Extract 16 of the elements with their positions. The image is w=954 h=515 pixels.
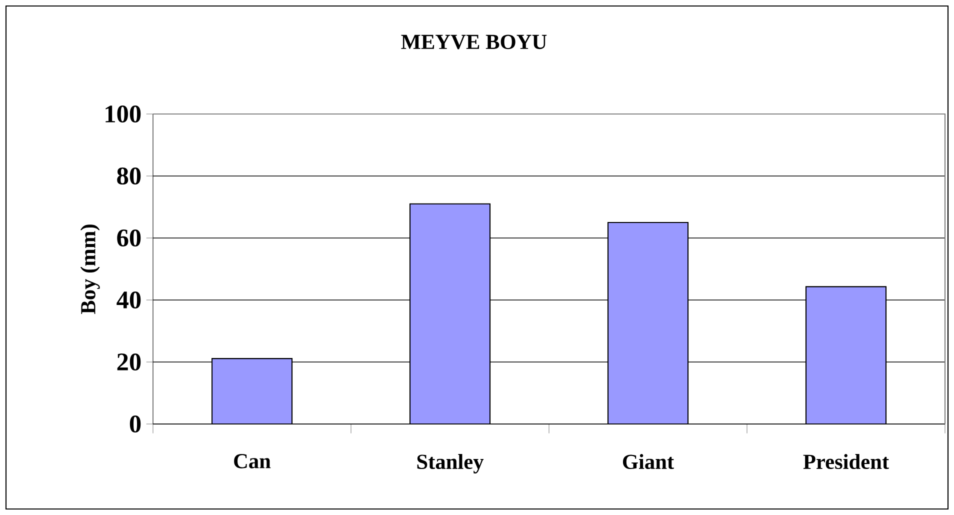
y-tick-label: 20 [117, 353, 141, 371]
x-tick-label: Giant [622, 454, 674, 470]
x-tick-label: Stanley [417, 454, 484, 474]
bar [211, 358, 293, 424]
x-tick-label: Can [234, 454, 271, 468]
chart-title: MEYVE BOYU [401, 34, 547, 50]
bar [607, 222, 689, 424]
y-tick-label: 60 [117, 229, 141, 247]
y-tick-label: 80 [117, 167, 141, 185]
y-axis-title: Boy (mm) [80, 224, 100, 314]
y-tick-label: 100 [106, 105, 141, 123]
bar [409, 203, 491, 424]
x-tick-label: President [803, 454, 889, 470]
y-tick-label: 0 [130, 415, 141, 433]
bar [805, 286, 887, 424]
y-tick-label: 40 [116, 291, 141, 309]
